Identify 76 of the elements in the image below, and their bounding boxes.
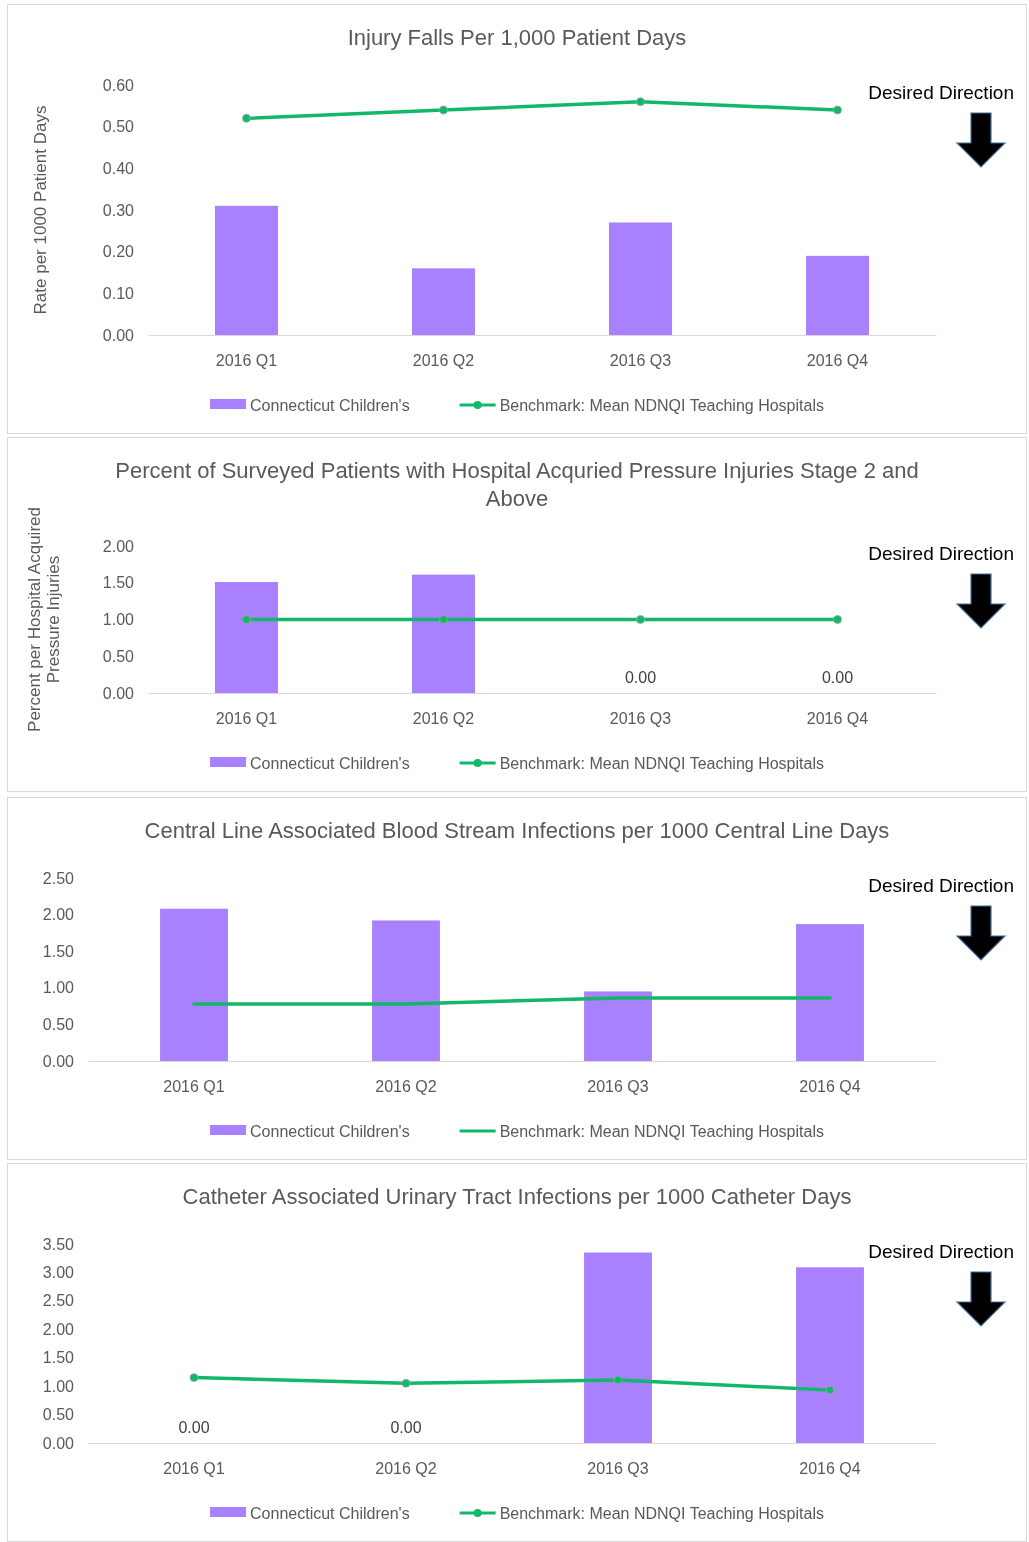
y-tick-label: 0.30 xyxy=(102,201,135,219)
x-tick-label: 2016 Q2 xyxy=(375,1460,437,1478)
y-tick-label: 0.50 xyxy=(42,1016,75,1034)
x-tick-label: 2016 Q1 xyxy=(215,352,278,370)
y-axis-title: Rate per 1000 Patient Days xyxy=(31,105,50,315)
legend-label: Benchmark: Mean NDNQI Teaching Hospitals xyxy=(499,397,824,414)
bar xyxy=(160,908,228,1061)
y-tick-label: 0.40 xyxy=(102,159,135,177)
y-axis-title: Percent per Hospital Acquired Pressure Injuries xyxy=(25,507,63,732)
x-tick-label: 2016 Q2 xyxy=(412,352,475,370)
y-tick-label: 1.50 xyxy=(42,1349,75,1367)
y-tick-label: 2.50 xyxy=(42,1292,75,1310)
y-tick-label: 0.00 xyxy=(42,1434,75,1452)
x-tick-label: 2016 Q3 xyxy=(587,1460,649,1478)
x-tick-label: 2016 Q4 xyxy=(799,1078,861,1096)
chart-title: Catheter Associated Urinary Tract Infections per 1000 Catheter Days xyxy=(182,1184,852,1209)
chart-title: Percent of Surveyed Patients with Hospital Acquried Pressure Injuries Stage 2 and Above xyxy=(115,458,919,511)
x-tick-label: 2016 Q4 xyxy=(806,352,869,370)
x-tick-label: 2016 Q2 xyxy=(375,1078,437,1096)
y-tick-label: 0.50 xyxy=(42,1406,75,1424)
y-tick-label: 0.50 xyxy=(102,118,135,136)
x-tick-label: 2016 Q4 xyxy=(799,1460,861,1478)
legend-label: Benchmark: Mean NDNQI Teaching Hospitals xyxy=(499,755,824,772)
annotation: Desired Direction xyxy=(868,875,1014,896)
point xyxy=(401,1378,411,1388)
x-tick-label: 2016 Q1 xyxy=(163,1460,225,1478)
data-label: 0.00 xyxy=(624,669,657,686)
annotation: Desired Direction xyxy=(868,1241,1014,1262)
y-tick-label: 2.00 xyxy=(102,537,135,555)
point xyxy=(825,1385,835,1395)
y-tick-label: 3.50 xyxy=(42,1235,75,1253)
x-tick-label: 2016 Q3 xyxy=(609,352,672,370)
bar xyxy=(805,255,870,335)
y-tick-label: 2.00 xyxy=(42,906,75,924)
data-label: 0.00 xyxy=(178,1419,210,1436)
chart-title: Injury Falls Per 1,000 Patient Days xyxy=(347,25,687,50)
annotation: Desired Direction xyxy=(868,543,1014,564)
x-tick-label: 2016 Q2 xyxy=(412,710,475,728)
x-tick-label: 2016 Q4 xyxy=(806,710,869,728)
legend-label: Connecticut Children's xyxy=(250,397,410,414)
x-tick-label: 2016 Q3 xyxy=(587,1078,649,1096)
legend-label: Connecticut Children's xyxy=(250,1123,410,1140)
y-tick-label: 0.00 xyxy=(42,1052,75,1070)
point xyxy=(613,1375,623,1385)
bar xyxy=(214,205,279,335)
legend-label: Connecticut Children's xyxy=(250,755,410,772)
data-label: 0.00 xyxy=(390,1419,422,1436)
x-tick-label: 2016 Q1 xyxy=(215,710,278,728)
y-tick-label: 2.50 xyxy=(42,869,75,887)
legend-label: Benchmark: Mean NDNQI Teaching Hospitals xyxy=(499,1123,824,1140)
bar xyxy=(584,991,652,1061)
y-tick-label: 1.00 xyxy=(102,611,135,629)
x-tick-label: 2016 Q1 xyxy=(163,1078,225,1096)
y-tick-label: 1.50 xyxy=(102,574,135,592)
bar xyxy=(608,222,673,335)
x-tick-label: 2016 Q3 xyxy=(609,710,672,728)
y-tick-label: 0.50 xyxy=(102,647,135,665)
y-tick-label: 1.00 xyxy=(42,1377,75,1395)
y-tick-label: 1.00 xyxy=(42,979,75,997)
y-tick-label: 0.00 xyxy=(102,326,135,344)
y-tick-label: 0.60 xyxy=(102,76,135,94)
legend-label: Benchmark: Mean NDNQI Teaching Hospitals xyxy=(499,1505,824,1522)
annotation: Desired Direction xyxy=(868,82,1014,103)
y-tick-label: 2.00 xyxy=(42,1320,75,1338)
bar xyxy=(372,920,440,1061)
bar xyxy=(411,268,476,335)
y-tick-label: 1.50 xyxy=(42,942,75,960)
bar xyxy=(796,924,864,1061)
y-tick-label: 0.00 xyxy=(102,684,135,702)
y-tick-label: 0.20 xyxy=(102,243,135,261)
y-tick-label: 0.10 xyxy=(102,284,135,302)
chart-title: Central Line Associated Blood Stream Infections per 1000 Central Line Days xyxy=(144,818,890,843)
data-label: 0.00 xyxy=(821,669,854,686)
legend-label: Connecticut Children's xyxy=(250,1505,410,1522)
y-tick-label: 3.00 xyxy=(42,1264,75,1282)
point xyxy=(189,1373,199,1382)
